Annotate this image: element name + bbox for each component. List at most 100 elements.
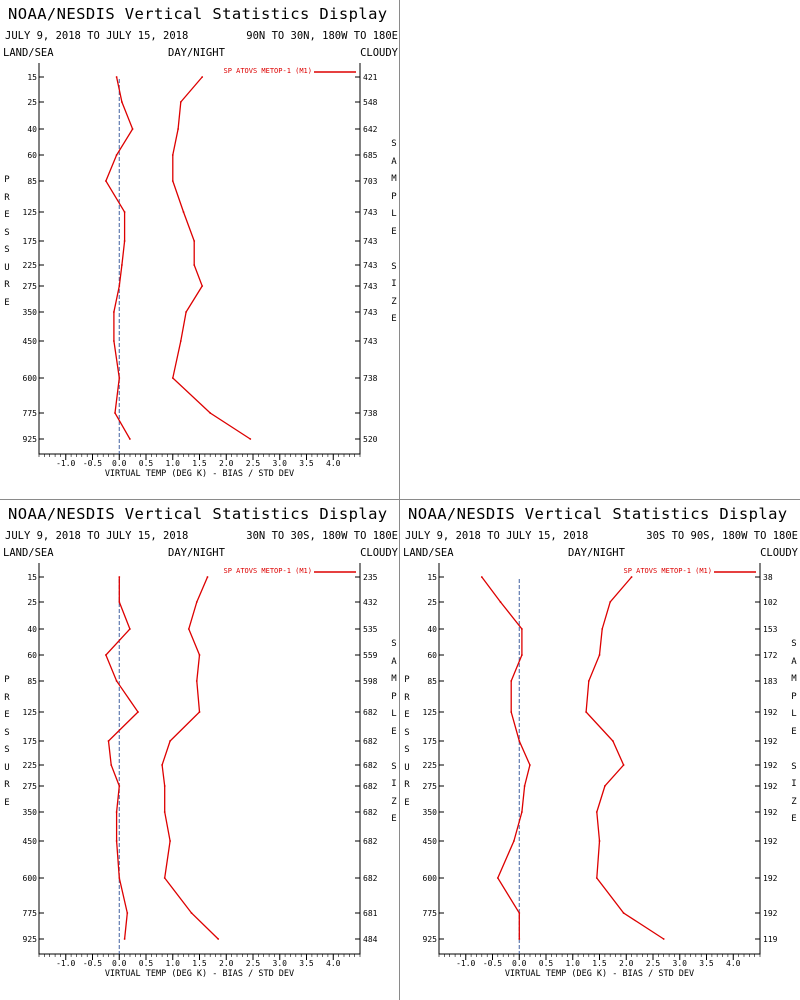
pressure-level-label: 60 (27, 151, 37, 160)
date-range: JULY 9, 2018 TO JULY 15, 2018 (5, 530, 189, 542)
legend-label: SP ATOVS METOP-1 (M1) (223, 567, 312, 575)
std_dev-point (171, 377, 174, 379)
bias-point (496, 877, 499, 879)
pressure-level-label: 775 (23, 409, 38, 418)
panel-divider-horizontal (0, 499, 800, 500)
x-tick-label: -1.0 (56, 459, 75, 468)
pressure-level-label: 175 (23, 737, 38, 746)
std_dev-point (601, 628, 604, 630)
x-tick-label: -0.5 (83, 459, 102, 468)
sample-size-label: 192 (763, 737, 778, 746)
sample-size-label: 682 (363, 837, 378, 846)
date-range: JULY 9, 2018 TO JULY 15, 2018 (5, 30, 189, 42)
bias-point (521, 811, 523, 813)
bias-point (118, 785, 121, 787)
bias-point (129, 438, 131, 440)
pressure-level-label: 40 (427, 625, 437, 634)
bias-point (521, 654, 523, 656)
std_dev-point (206, 576, 209, 578)
bias-point (115, 76, 118, 78)
pressure-level-label: 125 (23, 208, 38, 217)
sample-size-label: 685 (363, 151, 378, 160)
bias-point (118, 377, 121, 379)
pressure-level-label: 275 (23, 782, 38, 791)
chart-panel-south: NOAA/NESDIS Vertical Statistics Display … (400, 500, 800, 1000)
x-tick-label: 2.0 (219, 459, 234, 468)
x-tick-label: 1.5 (192, 959, 207, 968)
pressure-level-label: 125 (423, 708, 438, 717)
sample-size-label: 102 (763, 598, 778, 607)
sample-size-label: 682 (363, 808, 378, 817)
bias-point (115, 811, 118, 813)
std_dev-line (585, 576, 665, 940)
std_dev-point (595, 811, 598, 813)
x-tick-label: 0.5 (139, 959, 154, 968)
x-tick-label: 0.0 (112, 959, 127, 968)
sample-size-label: 681 (363, 909, 378, 918)
pressure-level-label: 275 (23, 282, 38, 291)
std_dev-point (217, 938, 220, 940)
bias-point (107, 740, 110, 742)
sample-size-label: 598 (363, 677, 378, 686)
sample-size-label: 172 (763, 651, 778, 660)
std_dev-point (169, 840, 172, 842)
region-label: 30S TO 90S, 180W TO 180E (646, 530, 798, 542)
bias-point (113, 311, 115, 313)
x-tick-label: 1.5 (192, 459, 207, 468)
x-tick-label: 3.5 (699, 959, 714, 968)
x-tick-label: 1.0 (166, 459, 181, 468)
bias-point (523, 785, 526, 787)
std_dev-point (198, 654, 201, 656)
x-tick-label: 2.5 (646, 959, 661, 968)
pressure-level-label: 450 (23, 337, 38, 346)
bias-point (126, 912, 129, 914)
x-tick-label: 4.0 (726, 959, 741, 968)
bias-point (513, 840, 515, 842)
std_dev-point (585, 711, 587, 713)
bias-point (499, 601, 502, 603)
sample-size-label: 421 (363, 73, 378, 82)
sample-size-label: 535 (363, 625, 378, 634)
pressure-level-label: 925 (23, 935, 38, 944)
pressure-level-label: 15 (27, 73, 37, 82)
std_dev-point (163, 811, 166, 813)
pressure-level-label: 225 (23, 761, 38, 770)
bias-point (480, 576, 483, 578)
bias-point (529, 764, 531, 766)
sample-size-label: 682 (363, 874, 378, 883)
std_dev-point (190, 912, 193, 914)
pressure-level-label: 175 (423, 737, 438, 746)
std_dev-point (604, 785, 606, 787)
x-tick-label: -0.5 (83, 959, 102, 968)
x-tick-label: 4.0 (326, 959, 341, 968)
pressure-level-label: 350 (423, 808, 438, 817)
bias-point (105, 654, 107, 656)
x-tick-label: 2.5 (246, 459, 261, 468)
cloudy-label: CLOUDY (360, 547, 398, 559)
land-sea-label: LAND/SEA (403, 547, 454, 559)
pressure-level-label: 925 (23, 435, 38, 444)
bias-point (118, 601, 121, 603)
sample-size-label: 743 (363, 337, 378, 346)
pressure-level-label: 450 (23, 837, 38, 846)
bias-point (105, 180, 107, 182)
x-tick-label: 2.0 (219, 959, 234, 968)
sample-size-label: 743 (363, 261, 378, 270)
std_dev-point (195, 601, 198, 603)
sample-size-label: 682 (363, 708, 378, 717)
x-tick-label: 2.0 (619, 959, 634, 968)
profile-plot: -1.0 -0.5 0.0 0.5 1.0 1.5 2.0 2.5 3.0 3.5 4.0 VIRTU… (23, 563, 378, 979)
sample-size-label: 682 (363, 782, 378, 791)
bias-line (481, 576, 531, 939)
sample-size-label: 38 (763, 573, 773, 582)
x-tick-label: -1.0 (56, 959, 75, 968)
plot-frame (38, 63, 361, 455)
std_dev-point (182, 211, 185, 213)
pressure-level-label: 85 (27, 677, 37, 686)
pressure-level-label: 775 (423, 909, 438, 918)
sample-size-label: 119 (763, 935, 778, 944)
x-tick-label: -0.5 (483, 959, 502, 968)
